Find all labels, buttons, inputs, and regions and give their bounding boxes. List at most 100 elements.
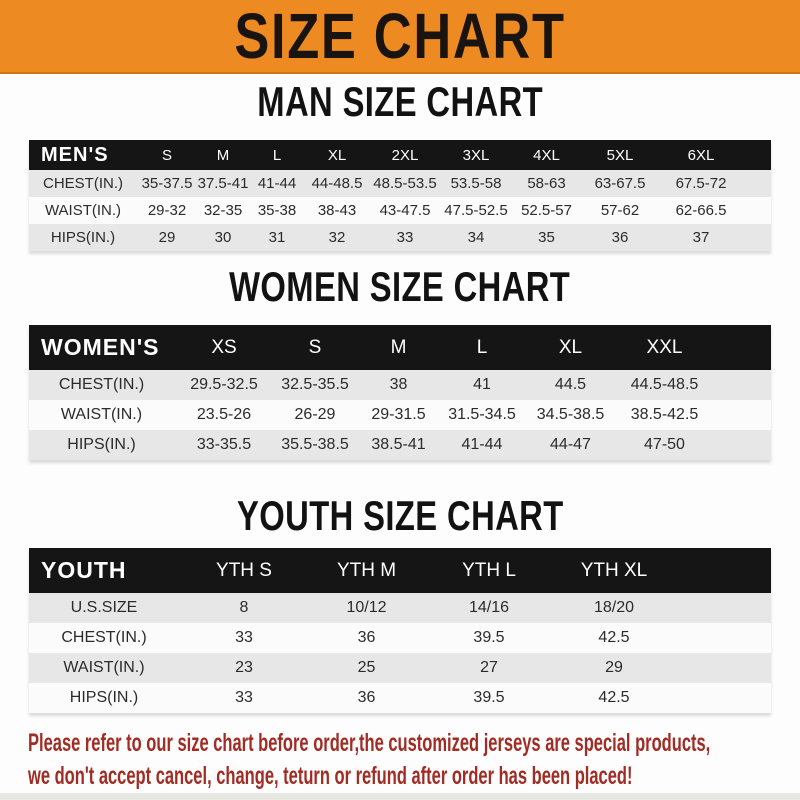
- size-cell: 8: [239, 599, 249, 616]
- size-cell: 44.5: [554, 376, 587, 393]
- size-header-row: MEN'S S M L XL 2XL 3XL 4XL 5XL 6XL: [29, 140, 771, 170]
- row-label: CHEST(IN.): [61, 629, 147, 646]
- size-cell: 36: [357, 629, 376, 646]
- size-cell: 33: [235, 689, 253, 706]
- size-cell: 67.5-72: [675, 175, 727, 192]
- size-cell: 35: [538, 229, 555, 246]
- table-row: HIPS(IN.) 33 36 39.5 42.5: [29, 683, 771, 713]
- size-column-header: S: [137, 140, 197, 170]
- size-cell: 23.5-26: [196, 406, 252, 423]
- women-size-chart-heading: WOMEN SIZE CHART: [0, 263, 800, 310]
- size-cell: 32.5-35.5: [281, 376, 349, 393]
- size-column-header: YTH XL: [554, 548, 674, 593]
- footer-strip: [0, 793, 800, 800]
- disclaimer-line-2: we don't accept cancel, change, teturn o…: [28, 762, 633, 790]
- size-cell: 44.5-48.5: [630, 376, 699, 393]
- size-cell: 32-35: [203, 202, 243, 219]
- row-label: HIPS(IN.): [50, 229, 116, 246]
- table-row: HIPS(IN.) 29 30 31 32 33 34 35 36 37: [29, 224, 771, 251]
- size-cell: 29-32: [147, 202, 187, 219]
- size-cell: 57-62: [600, 202, 640, 219]
- size-cell: 42.5: [598, 629, 630, 646]
- table-corner-label: WOMEN'S: [29, 325, 174, 370]
- size-column-header: XXL: [618, 325, 711, 370]
- spacer-cell: [711, 430, 771, 460]
- size-cell: 33: [396, 229, 414, 246]
- spacer-cell: [711, 370, 771, 400]
- size-cell: 29: [158, 229, 176, 246]
- size-cell: 23: [235, 659, 253, 676]
- size-cell: 36: [357, 689, 376, 706]
- size-column-header: M: [356, 325, 441, 370]
- size-column-header: YTH L: [424, 548, 554, 593]
- size-cell: 33: [235, 629, 253, 646]
- disclaimer: Please refer to our size chart before or…: [0, 727, 800, 793]
- size-cell: 58-63: [527, 175, 566, 192]
- size-cell: 27: [480, 659, 498, 676]
- row-label: HIPS(IN.): [67, 436, 136, 453]
- size-cell: 35-37.5: [141, 175, 193, 192]
- size-column-header: 5XL: [582, 140, 658, 170]
- size-cell: 29: [605, 659, 623, 676]
- spacer-cell: [711, 400, 771, 430]
- size-column-header: YTH M: [309, 548, 424, 593]
- row-label: WAIST(IN.): [44, 202, 122, 219]
- size-column-header: XL: [523, 325, 618, 370]
- size-cell: 34: [467, 229, 485, 246]
- size-cell: 39.5: [473, 689, 505, 706]
- size-column-header: 6XL: [658, 140, 744, 170]
- size-cell: 33-35.5: [196, 436, 252, 453]
- banner: SIZE CHART: [0, 0, 800, 74]
- banner-title: SIZE CHART: [234, 0, 566, 72]
- size-cell: 44-48.5: [311, 175, 363, 192]
- size-column-header: YTH S: [179, 548, 309, 593]
- size-cell: 32: [328, 229, 346, 246]
- size-cell: 38.5-41: [371, 436, 426, 453]
- size-cell: 38.5-42.5: [630, 406, 699, 423]
- spacer-cell: [674, 548, 771, 593]
- table-corner-label: YOUTH: [29, 548, 179, 593]
- size-header-row: WOMEN'S XS S M L XL XXL: [29, 325, 771, 370]
- spacer-cell: [674, 683, 771, 713]
- size-cell: 35.5-38.5: [281, 436, 349, 453]
- size-cell: 42.5: [598, 689, 630, 706]
- spacer-cell: [711, 325, 771, 370]
- size-column-header: XS: [174, 325, 274, 370]
- size-cell: 39.5: [473, 629, 505, 646]
- spacer-cell: [674, 653, 771, 683]
- women-size-table: WOMEN'S XS S M L XL XXL CHEST(IN.) 29.5-32.5 32.5…: [29, 325, 771, 460]
- table-row: WAIST(IN.) 29-32 32-35 35-38 38-43 43-47.5 47.…: [29, 197, 771, 224]
- size-column-header: 4XL: [511, 140, 582, 170]
- size-cell: 38: [389, 376, 408, 393]
- size-cell: 37.5-41: [197, 175, 249, 192]
- size-cell: 36: [611, 229, 629, 246]
- row-label: U.S.SIZE: [70, 599, 138, 616]
- table-row: HIPS(IN.) 33-35.5 35.5-38.5 38.5-41 41-44 44-…: [29, 430, 771, 460]
- table-row: U.S.SIZE 8 10/12 14/16 18/20: [29, 593, 771, 623]
- size-cell: 62-66.5: [675, 202, 727, 219]
- size-cell: 47-50: [644, 436, 685, 453]
- man-size-chart-section: MAN SIZE CHART MEN'S S M L XL 2XL 3XL 4XL 5XL 6XL…: [0, 81, 800, 251]
- size-cell: 41: [473, 376, 491, 393]
- size-cell: 10/12: [346, 599, 387, 616]
- spacer-cell: [744, 170, 771, 197]
- size-cell: 53.5-58: [450, 175, 502, 192]
- size-cell: 29-31.5: [371, 406, 426, 423]
- size-cell: 37: [692, 229, 710, 246]
- size-cell: 41-44: [257, 175, 297, 192]
- youth-size-chart-heading: YOUTH SIZE CHART: [0, 495, 800, 537]
- table-corner-label: MEN'S: [29, 140, 137, 170]
- size-cell: 29.5-32.5: [190, 376, 258, 393]
- size-cell: 43-47.5: [379, 202, 431, 219]
- size-column-header: 3XL: [441, 140, 511, 170]
- table-row: CHEST(IN.) 35-37.5 37.5-41 41-44 44-48.5 48.5…: [29, 170, 771, 197]
- youth-size-table: YOUTH YTH S YTH M YTH L YTH XL U.S.SIZE 8 10/12…: [29, 548, 771, 713]
- spacer-cell: [744, 197, 771, 224]
- heading-text: WOMEN SIZE CHART: [229, 263, 571, 310]
- size-cell: 35-38: [257, 202, 297, 219]
- size-cell: 25: [357, 659, 376, 676]
- size-column-header: XL: [305, 140, 369, 170]
- size-cell: 14/16: [468, 599, 510, 616]
- man-size-chart-heading: MAN SIZE CHART: [0, 81, 800, 123]
